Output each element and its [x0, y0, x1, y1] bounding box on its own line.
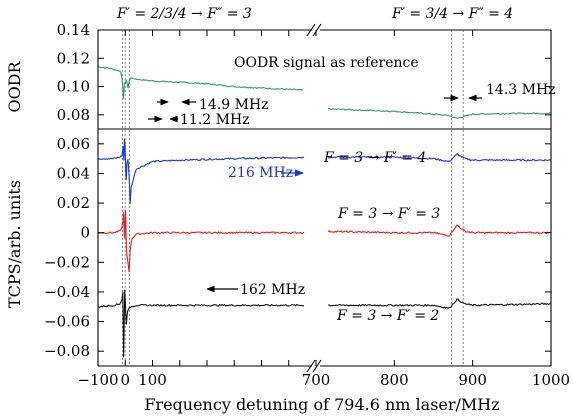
x-tick-label: 1000	[532, 371, 570, 389]
x-tick-label: 800	[380, 371, 409, 389]
axis-break-mark	[312, 359, 322, 373]
series-layer	[97, 66, 552, 358]
x-tick-label: −100	[77, 371, 118, 389]
annotation-oodr-reference: OODR signal as reference	[234, 55, 419, 71]
series-line	[328, 298, 552, 309]
series-line	[328, 153, 552, 163]
y-tick-label: −0.02	[44, 253, 90, 271]
header-label-right: F′ = 3/4 → F″ = 4	[391, 6, 513, 22]
annotation-162-mhz: 162 MHz	[240, 282, 305, 298]
annotation-arrows	[148, 94, 482, 293]
x-tick-label: 900	[458, 371, 487, 389]
x-tick-label: 0	[120, 371, 130, 389]
y-tick-label: −0.06	[44, 313, 90, 331]
y-tick-label: 0	[80, 224, 90, 242]
y-tick-label: 0.12	[57, 49, 90, 67]
annotation-14-3-mhz: 14.3 MHz	[486, 82, 556, 98]
series-label-f2: F = 3 → F′ = 2	[336, 308, 439, 324]
y-tick-label: 0.06	[57, 135, 90, 153]
series-line	[97, 289, 305, 358]
y-tick-label: −0.08	[44, 342, 90, 360]
series-line	[97, 209, 305, 273]
y-tick-label: 0.04	[57, 164, 90, 182]
ylabel-bottom: TCPS/arb. units	[5, 180, 24, 308]
y-tick-label: 0.14	[57, 21, 90, 39]
axis-break-mark	[306, 23, 316, 37]
series-line	[327, 224, 552, 237]
annotation-216-mhz: 216 MHz	[228, 165, 293, 181]
annotation-14-9-mhz: 14.9 MHz	[199, 97, 269, 113]
axes-layer: −100 0 100 700 800 900 10000.080.100.120.14−0.…	[44, 21, 570, 389]
axis-break-mark	[306, 359, 316, 373]
header-labels: F′ = 2/3/4 → F″ = 3 F′ = 3/4 → F″ = 4	[116, 6, 513, 22]
series-label-f4: F = 3 → F′ = 4	[323, 150, 426, 166]
y-tick-label: 0.10	[57, 78, 90, 96]
x-tick-label: 100	[138, 371, 167, 389]
series-line	[97, 66, 304, 100]
xlabel: Frequency detuning of 794.6 nm laser/MHz	[144, 395, 499, 414]
y-tick-label: 0.02	[57, 194, 90, 212]
series-label-f3: F = 3 → F′ = 3	[337, 206, 440, 222]
series-labels: F = 3 → F′ = 4 F = 3 → F′ = 3 F = 3 → F′…	[323, 150, 440, 324]
ylabel-top: OODR	[5, 60, 24, 112]
series-line	[97, 138, 305, 205]
y-tick-label: −0.04	[44, 283, 90, 301]
axis-break-mark	[312, 23, 322, 37]
x-tick-label: 700	[302, 371, 331, 389]
y-tick-label: 0.08	[57, 106, 90, 124]
series-line	[328, 107, 552, 119]
annotation-11-2-mhz: 11.2 MHz	[180, 112, 250, 128]
header-label-left: F′ = 2/3/4 → F″ = 3	[116, 6, 252, 22]
